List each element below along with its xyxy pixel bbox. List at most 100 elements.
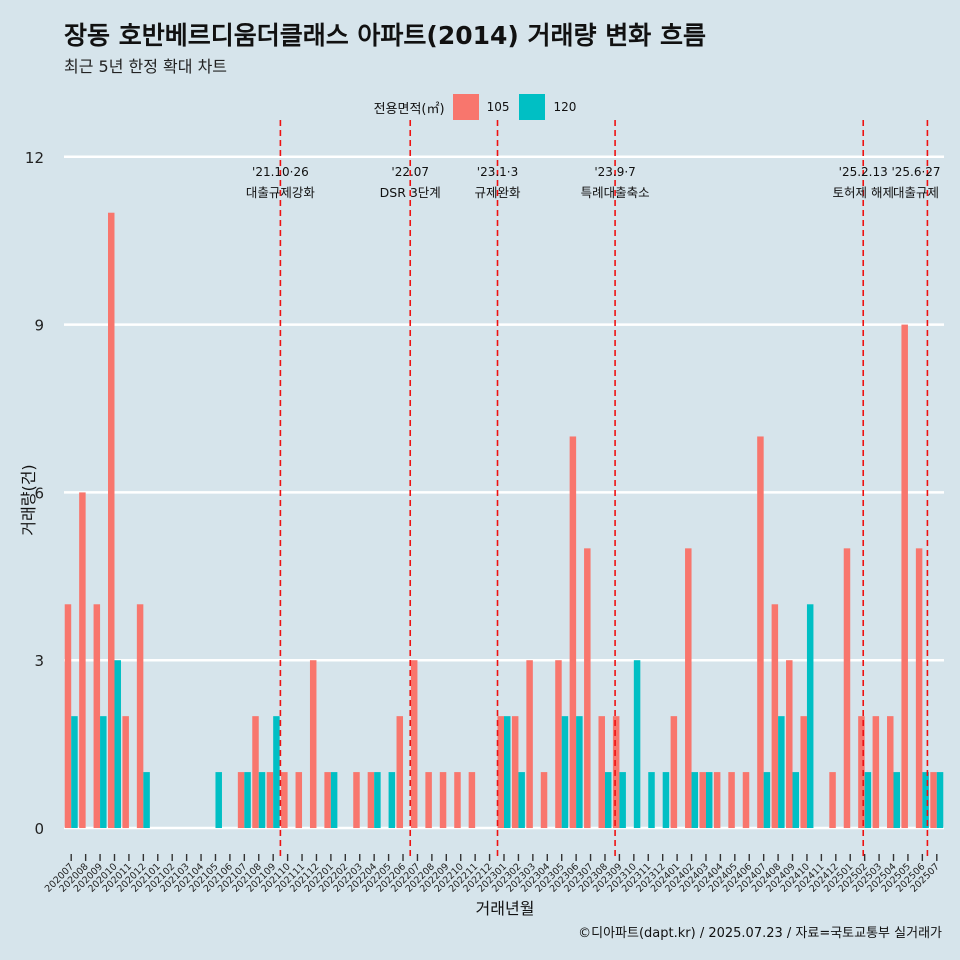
bar-202408-105 (771, 604, 779, 829)
legend-title: 전용면적(㎡) (373, 101, 445, 117)
bar-202506-105 (915, 548, 923, 829)
bar-202312-120 (662, 772, 670, 829)
bar-202210-105 (454, 772, 461, 829)
bar-202406-105 (742, 772, 750, 829)
bar-202507-120 (936, 772, 944, 829)
bar-202412-105 (829, 772, 836, 829)
bar-202506-120 (922, 772, 929, 829)
bar-202502-120 (864, 772, 872, 829)
x-axis-label: 거래년월 (476, 899, 535, 918)
bar-202310-120 (633, 660, 641, 829)
legend-label-105: 105 (486, 100, 510, 114)
bar-202409-120 (792, 772, 800, 829)
bar-202503-105 (872, 716, 880, 829)
bar-202109-120 (273, 716, 280, 829)
event-date-label: '22.07 (391, 165, 429, 179)
bars (64, 212, 944, 829)
y-tick-label: 12 (25, 149, 44, 167)
chart-title: 장동 호반베르디움더클래스 아파트(2014) 거래량 변화 흐름 (64, 21, 706, 50)
bar-202008-105 (79, 492, 86, 829)
bar-202404-105 (713, 772, 721, 829)
y-tick-label: 9 (34, 317, 44, 335)
bar-202110-105 (281, 772, 288, 829)
bar-202306-105 (569, 436, 577, 829)
bar-202410-120 (806, 604, 814, 829)
bar-202405-105 (728, 772, 735, 829)
bar-202410-105 (800, 716, 807, 829)
bar-202011-105 (122, 716, 129, 829)
legend-swatch-120 (519, 94, 546, 120)
bar-202403-120 (705, 772, 713, 829)
bar-202012-105 (136, 604, 144, 829)
bar-202501-105 (843, 548, 851, 829)
bar-202107-120 (244, 772, 251, 829)
bar-202504-120 (893, 772, 900, 829)
bar-202407-105 (757, 436, 764, 829)
bar-202308-120 (604, 772, 612, 829)
axes: 0369122020072020082020092020102020112020… (25, 149, 942, 895)
event-date-label: '21.10·26 (252, 165, 309, 179)
bar-202206-105 (396, 716, 404, 829)
bar-202301-120 (504, 716, 511, 829)
legend: 전용면적(㎡) 105 120 (0, 92, 960, 122)
bar-202203-105 (353, 772, 360, 829)
bar-202305-105 (555, 660, 562, 829)
bar-202302-105 (511, 716, 519, 829)
bar-202007-105 (64, 604, 72, 829)
event-date-label: '25.6·27 (891, 165, 940, 179)
bar-202009-105 (93, 604, 101, 829)
bar-202211-105 (468, 772, 476, 829)
bar-202305-120 (561, 716, 569, 829)
bar-202409-105 (786, 660, 793, 829)
bar-202007-120 (71, 716, 78, 829)
y-tick-label: 3 (34, 652, 44, 670)
event-date-label: '25.2.13 (839, 165, 888, 179)
bar-202302-120 (518, 772, 525, 829)
event-text-label: 대출규제강화 (246, 185, 316, 200)
bar-202205-120 (388, 772, 396, 829)
bar-202402-105 (685, 548, 692, 829)
bar-202201-105 (324, 772, 331, 829)
legend-label-120: 120 (553, 100, 577, 114)
bar-202401-105 (670, 716, 678, 829)
bar-202308-105 (598, 716, 605, 829)
bar-202507-105 (930, 772, 937, 829)
bar-202403-105 (699, 772, 706, 829)
y-axis-label: 거래량(건) (19, 464, 38, 535)
bar-202307-105 (584, 548, 591, 829)
bar-202309-105 (612, 716, 620, 829)
bar-202112-105 (309, 660, 317, 829)
bar-202311-120 (648, 772, 655, 829)
bar-202304-105 (540, 772, 548, 829)
chart-subtitle: 최근 5년 한정 확대 차트 (64, 57, 228, 76)
bar-202408-120 (778, 716, 785, 829)
bar-202309-120 (619, 772, 626, 829)
event-date-label: '23.1·3 (477, 165, 518, 179)
bar-202010-120 (114, 660, 121, 829)
bar-202201-120 (330, 772, 338, 829)
bar-202502-105 (858, 716, 865, 829)
bar-202012-120 (143, 772, 150, 829)
event-text-label: 특례대출축소 (581, 185, 650, 200)
bar-202306-120 (576, 716, 583, 829)
y-tick-label: 0 (34, 820, 44, 838)
event-text-label: 규제완화 (475, 185, 522, 200)
bar-202108-105 (252, 716, 259, 829)
event-text-label: 대출규제 (893, 185, 939, 200)
bar-202505-105 (901, 324, 908, 829)
bar-202402-120 (691, 772, 699, 829)
bar-202301-105 (497, 716, 504, 829)
bar-202107-105 (237, 772, 245, 829)
bar-202109-105 (266, 772, 274, 829)
bar-202504-105 (887, 716, 894, 829)
bar-202303-105 (526, 660, 533, 829)
event-text-label: DSR 3단계 (380, 185, 441, 200)
event-text-label: 토허제 해제 (832, 185, 893, 200)
bar-202009-120 (100, 716, 107, 829)
event-lines: '21.10·26 대출규제강화 '22.07 DSR 3단계 '23.1·3 규제완화 '… (246, 120, 941, 856)
bar-202207-105 (410, 660, 418, 829)
bar-202108-120 (258, 772, 266, 829)
bar-202010-105 (108, 212, 115, 829)
bar-202407-120 (763, 772, 771, 829)
